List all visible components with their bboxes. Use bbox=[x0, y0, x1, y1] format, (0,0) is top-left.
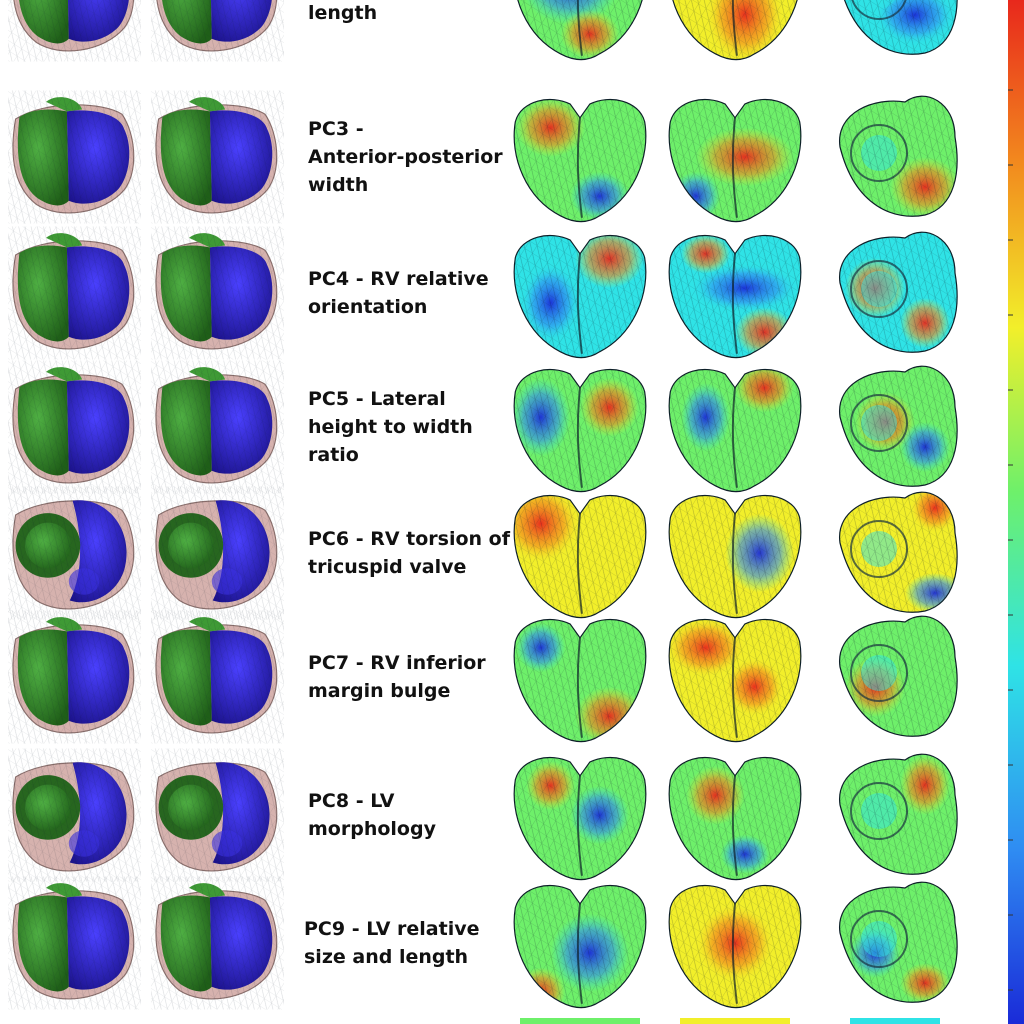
pc-label: PC8 - LV morphology bbox=[308, 787, 498, 843]
pc-label: PC9 - LV relative size and length bbox=[304, 915, 494, 971]
displacement-anterior-view bbox=[513, 756, 647, 881]
displacement-posterior-view bbox=[668, 368, 802, 493]
shape-heart-minus bbox=[7, 0, 141, 62]
pc-label-line: tricuspid valve bbox=[308, 556, 467, 578]
displacement-posterior-view bbox=[668, 234, 802, 359]
shape-heart-plus bbox=[151, 0, 284, 62]
pc-row bbox=[7, 90, 958, 224]
pc-row-partial bbox=[520, 1018, 940, 1024]
shape-heart-minus bbox=[7, 90, 141, 224]
pc-label: PC4 - RV relative orientation bbox=[308, 265, 498, 321]
displacement-posterior-view bbox=[668, 884, 802, 1009]
displacement-base-view bbox=[839, 881, 958, 1003]
pc-label-line: PC5 - Lateral bbox=[308, 388, 446, 410]
pc-label-line: size and length bbox=[304, 946, 469, 968]
displacement-base-view bbox=[839, 0, 958, 55]
pc-label-line: width bbox=[308, 174, 369, 196]
pc-label-line: Anterior-posterior bbox=[308, 146, 503, 168]
displacement-base-view bbox=[839, 753, 958, 875]
shape-heart-minus bbox=[7, 226, 141, 360]
shape-heart-plus bbox=[151, 90, 284, 224]
shape-heart-plus bbox=[151, 876, 284, 1010]
pc-label: PC2 - Apex-baselength bbox=[308, 0, 498, 27]
shape-heart-plus bbox=[151, 486, 284, 620]
pc-label-line: length bbox=[308, 2, 378, 24]
colorbar-ticks bbox=[1008, 89, 1013, 991]
colorbar bbox=[1008, 0, 1024, 1024]
displacement-anterior-view bbox=[513, 368, 647, 493]
pc-row bbox=[7, 748, 958, 882]
pc-label-line: margin bulge bbox=[308, 680, 451, 702]
displacement-anterior-view bbox=[513, 98, 647, 223]
displacement-base-view bbox=[839, 95, 958, 217]
displacement-anterior-view bbox=[513, 884, 647, 1009]
pc-row bbox=[7, 0, 958, 62]
displacement-base-view bbox=[839, 231, 958, 353]
displacement-anterior-view bbox=[514, 0, 646, 61]
displacement-base-view bbox=[839, 365, 958, 487]
pc-label-line: PC7 - RV inferior bbox=[308, 652, 486, 674]
shape-heart-minus bbox=[7, 486, 141, 620]
pc-label: PC6 - RV torsion of tricuspid valve bbox=[308, 525, 510, 581]
shape-heart-plus bbox=[151, 610, 284, 744]
displacement-anterior-view bbox=[513, 494, 647, 619]
shape-heart-minus bbox=[7, 360, 141, 494]
pc-label-line: PC4 - RV relative bbox=[308, 268, 489, 290]
displacement-base-view bbox=[839, 615, 958, 737]
pc-label-line: PC8 - LV bbox=[308, 790, 395, 812]
pc-label: PC5 - Lateral height to width ratio bbox=[308, 385, 498, 469]
pc-label-line: ratio bbox=[308, 444, 359, 466]
shape-heart-minus bbox=[7, 610, 141, 744]
displacement-posterior-view bbox=[668, 618, 802, 743]
pc-label-line: PC6 - RV torsion of bbox=[308, 528, 510, 550]
displacement-posterior-view bbox=[669, 0, 801, 61]
shape-heart-minus bbox=[7, 876, 141, 1010]
pc-label-line: PC3 - bbox=[308, 118, 364, 140]
shape-heart-plus bbox=[151, 360, 284, 494]
pc-label-line: morphology bbox=[308, 818, 436, 840]
pc-label: PC7 - RV inferior margin bulge bbox=[308, 649, 498, 705]
shape-heart-minus bbox=[7, 748, 141, 882]
displacement-anterior-view bbox=[513, 618, 647, 743]
shape-heart-plus bbox=[151, 748, 284, 882]
pc-label: PC3 - Anterior-posterior width bbox=[308, 115, 503, 199]
pc-label-line: orientation bbox=[308, 296, 428, 318]
shape-heart-plus bbox=[151, 226, 284, 360]
pc-label-line: PC9 - LV relative bbox=[304, 918, 480, 940]
pc-row bbox=[7, 226, 958, 360]
displacement-base-view bbox=[839, 491, 958, 613]
pc-label-line: height to width bbox=[308, 416, 473, 438]
pc-row bbox=[7, 876, 958, 1010]
displacement-anterior-view bbox=[513, 234, 647, 359]
displacement-posterior-view bbox=[668, 756, 802, 881]
displacement-posterior-view bbox=[668, 494, 802, 619]
displacement-posterior-view bbox=[668, 98, 802, 223]
